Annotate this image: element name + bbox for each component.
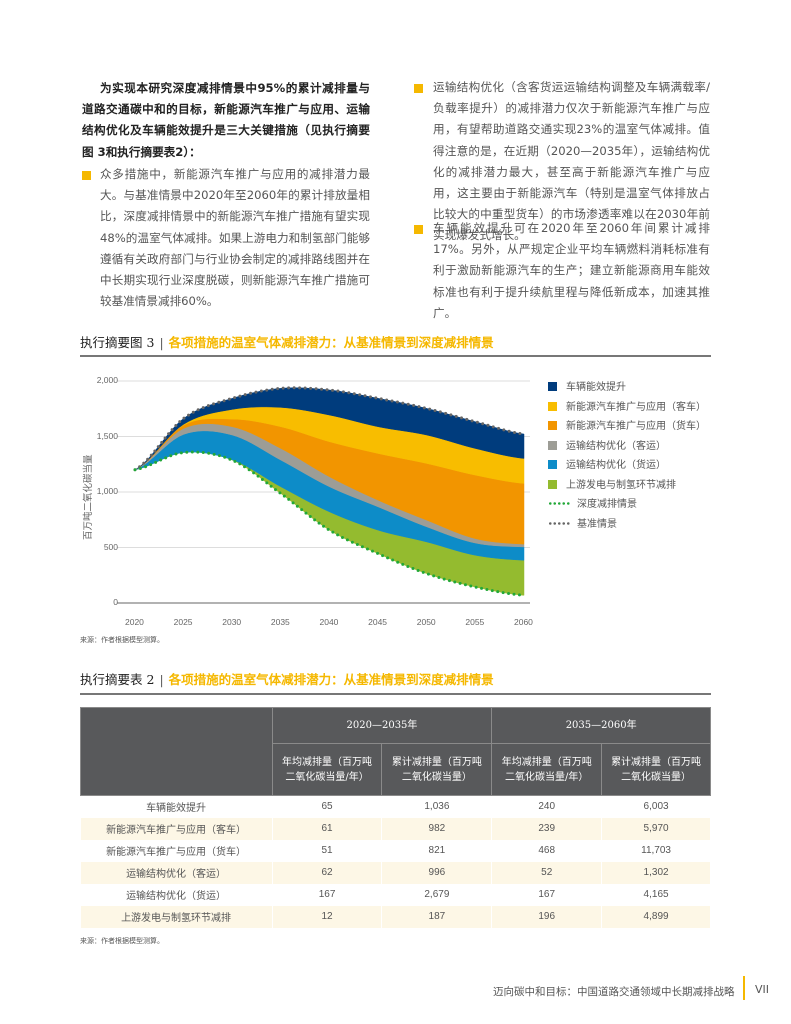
bullet-text: 车辆能效提升可在2020年至2060年间累计减排17%。另外，从严规定企业平均车… [433,221,710,320]
bullet-text: 众多措施中，新能源汽车推广与应用的减排潜力最大。与基准情景中2020年至2060… [100,167,370,309]
cell-value: 2,679 [381,883,493,906]
cell-value: 62 [272,861,383,884]
legend-dotted-line [548,521,570,525]
legend-swatch [548,460,557,469]
row-label: 新能源汽车推广与应用（货车） [80,839,273,862]
cell-value: 4,899 [601,905,711,928]
x-tick-label: 2060 [514,617,533,627]
cell-value: 167 [491,883,603,906]
row-label: 新能源汽车推广与应用（客车） [80,817,273,840]
x-tick-label: 2020 [125,617,144,627]
cell-value: 468 [491,839,603,862]
cell-value: 65 [272,795,383,818]
line-深度减排情景 [133,450,526,597]
legend-label: 新能源汽车推广与应用（客车） [566,401,706,413]
legend-swatch [548,479,557,489]
cell-value: 821 [381,839,493,862]
legend-label: 运输结构优化（客运） [566,440,666,452]
cell-value: 52 [491,861,603,884]
separator: | [159,672,164,687]
figure-title: 执行摘要图 3 | 各项措施的温室气体减排潜力：从基准情景到深度减排情景 [80,332,494,351]
x-tick-label: 2025 [173,617,193,627]
column-header: 年均减排量（百万吨二氧化碳当量/年） [491,743,603,796]
intro-paragraph: 为实现本研究深度减排情景中95%的累计减排量与道路交通碳中和的目标，新能源汽车推… [82,81,370,159]
cell-value: 1,302 [601,861,711,884]
bullet-icon [82,171,91,180]
page-number: VII [755,983,770,996]
figure-heading: 各项措施的温室气体减排潜力：从基准情景到深度减排情景 [168,335,494,350]
cell-value: 240 [491,795,603,818]
separator: | [159,335,164,350]
table-row: 运输结构优化（客运） 62 996 52 1,302 [80,861,711,884]
legend-dotted-line [548,502,570,505]
x-tick-label: 2045 [368,617,388,627]
legend-label: 车辆能效提升 [566,382,626,393]
legend-swatch [548,401,557,411]
table-row: 上游发电与制氢环节减排 12 187 196 4,899 [80,905,711,928]
figure-source: 来源：作者根据模型测算。 [80,636,164,644]
column-header: 累计减排量（百万吨二氧化碳当量） [381,743,493,796]
bullet-text: 运输结构优化（含客货运运输结构调整及车辆满载率/负载率提升）的减排潜力仅次于新能… [433,80,710,243]
legend-swatch [548,382,557,391]
row-label: 运输结构优化（货运） [80,883,273,906]
cell-value: 239 [491,817,603,840]
x-tick-label: 2050 [416,617,436,627]
x-tick-label: 2040 [319,617,339,627]
cell-value: 4,165 [601,883,711,906]
legend-swatch [548,421,557,430]
period-header: 2035—2060年 [491,707,711,744]
period-header: 2020—2035年 [271,707,493,744]
figure-label: 执行摘要图 3 [80,335,155,350]
cell-value: 982 [381,817,493,840]
y-tick-label: 2,000 [96,375,118,385]
legend-label: 上游发电与制氢环节减排 [566,479,676,491]
footer-title: 迈向碳中和目标：中国道路交通领域中长期减排战略 [493,986,735,998]
table-heading: 各项措施的温室气体减排潜力：从基准情景到深度减排情景 [168,672,494,687]
y-tick-label: 1,500 [96,430,118,441]
corner-header [80,707,273,796]
cell-value: 996 [381,861,493,884]
legend-swatch [548,440,557,450]
cell-value: 5,970 [601,817,711,840]
cell-value: 196 [491,905,603,928]
bullet-icon [414,225,423,234]
cell-value: 12 [272,905,383,928]
cell-value: 11,703 [601,839,711,862]
table-row: 新能源汽车推广与应用（货车） 51 821 468 11,703 [80,839,711,862]
table-row: 运输结构优化（货运） 167 2,679 167 4,165 [80,883,711,906]
x-tick-label: 2055 [465,617,485,627]
column-header: 年均减排量（百万吨二氧化碳当量/年） [271,743,383,796]
legend-label: 新能源汽车推广与应用（货车） [566,421,706,432]
table-row: 新能源汽车推广与应用（客车） 61 982 239 5,970 [80,817,711,840]
legend-label: 基准情景 [577,518,617,530]
footer-accent-bar [743,976,745,1000]
bullet-icon [414,84,423,93]
cell-value: 1,036 [381,795,493,818]
table-source: 来源：作者根据模型测算。 [80,937,164,945]
row-label: 上游发电与制氢环节减排 [80,905,273,928]
table-row: 车辆能效提升 65 1,036 240 6,003 [80,795,711,818]
figure-rule [80,355,711,357]
y-tick-label: 500 [103,541,118,552]
cell-value: 6,003 [601,795,711,818]
column-header: 累计减排量（百万吨二氧化碳当量） [601,743,711,796]
emissions-table: 2020—2035年 2035—2060年 年均减排量（百万吨二氧化碳当量/年）… [80,707,711,928]
cell-value: 167 [272,883,383,906]
cell-value: 187 [381,905,493,928]
legend-label: 运输结构优化（货运） [566,460,666,471]
x-tick-label: 2030 [222,617,242,627]
cell-value: 51 [272,839,383,862]
row-label: 运输结构优化（客运） [80,861,273,884]
legend-label: 深度减排情景 [577,499,637,510]
y-axis-label: 百万吨二氧化碳当量 [83,454,94,540]
row-label: 车辆能效提升 [80,795,273,818]
cell-value: 61 [272,817,383,840]
x-tick-label: 2035 [270,617,290,627]
table-rule [80,693,711,695]
y-tick-label: 0 [113,597,118,607]
table-label: 执行摘要表 2 [80,672,155,687]
y-tick-label: 1,000 [96,486,118,496]
table-title: 执行摘要表 2 | 各项措施的温室气体减排潜力：从基准情景到深度减排情景 [80,669,494,688]
